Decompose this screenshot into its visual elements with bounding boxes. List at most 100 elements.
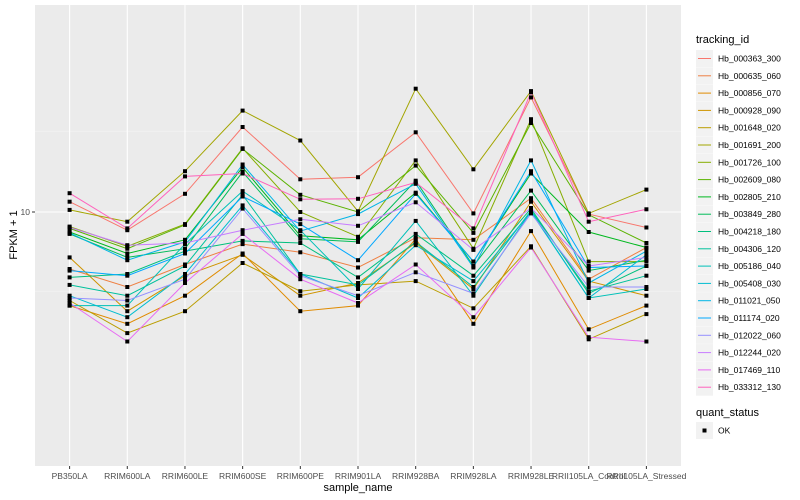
data-point [413, 218, 418, 223]
data-point [586, 289, 591, 294]
legend-label: Hb_002805_210 [718, 192, 781, 202]
data-point [356, 301, 360, 305]
data-point [67, 296, 72, 300]
data-point [471, 226, 476, 231]
series-points [67, 86, 649, 344]
legend-key-point [702, 428, 707, 433]
data-point [183, 249, 187, 254]
data-point [644, 303, 649, 308]
data-point [471, 230, 476, 235]
legend-title-color: tracking_id [696, 34, 749, 46]
legend-label: Hb_004218_180 [718, 227, 781, 237]
data-point [298, 210, 303, 214]
legend-label: Hb_012244_020 [718, 348, 781, 358]
legend-label: Hb_004306_120 [718, 244, 781, 254]
data-point [356, 210, 360, 214]
data-point [471, 211, 476, 216]
data-point [67, 199, 72, 204]
data-point [586, 291, 591, 296]
data-point [183, 272, 187, 276]
data-point [413, 130, 418, 135]
data-point [413, 243, 418, 248]
x-axis-ticks: PB350LA RRIM600LA RRIM600LE RRIM600SE RRIM60… [52, 466, 687, 481]
x-tick-label: PB350LA [52, 471, 88, 481]
data-point [67, 255, 72, 260]
x-tick-label: RRII105LA_Stressed [606, 471, 686, 481]
x-tick-label: RRIM928LA [450, 471, 497, 481]
data-point [183, 281, 187, 285]
data-point [67, 191, 72, 196]
data-point [240, 194, 245, 199]
data-point [471, 265, 476, 270]
data-point [529, 169, 533, 174]
data-point [529, 158, 533, 163]
legend-label: Hb_000928_090 [718, 105, 781, 115]
data-point [471, 273, 476, 278]
data-point [413, 200, 418, 205]
data-point [240, 203, 245, 208]
data-point [183, 277, 187, 282]
data-point [67, 301, 72, 305]
data-point [413, 180, 418, 185]
legend-label: OK [718, 426, 731, 436]
data-point [125, 331, 130, 336]
data-point [298, 277, 303, 282]
data-point [356, 234, 360, 239]
data-point [644, 207, 649, 212]
data-point [240, 108, 245, 113]
x-tick-label: RRIM901LA [335, 471, 382, 481]
data-point [529, 95, 533, 100]
data-point [183, 174, 187, 179]
data-point [125, 219, 130, 224]
x-tick-label: RRIM600LA [104, 471, 151, 481]
data-point [125, 251, 130, 256]
data-point [125, 309, 130, 314]
data-point [644, 249, 649, 254]
data-point [529, 211, 533, 216]
data-point [529, 199, 533, 204]
data-point [240, 231, 245, 236]
data-point [586, 285, 591, 289]
data-point [356, 258, 360, 263]
data-point [586, 219, 591, 224]
legend-label: Hb_033312_130 [718, 382, 781, 392]
data-point [471, 259, 476, 264]
data-point [298, 289, 303, 294]
data-point [471, 167, 476, 172]
data-point [298, 177, 303, 182]
data-point [183, 251, 187, 256]
data-point [298, 138, 303, 143]
data-point [644, 264, 649, 268]
legend-shape-items: OK [696, 422, 731, 439]
data-point [125, 293, 130, 298]
legend-label: Hb_001726_100 [718, 157, 781, 167]
legend-label: Hb_011021_050 [718, 296, 781, 306]
x-tick-label: RRIM600SE [219, 471, 267, 481]
data-point [298, 197, 303, 202]
data-point [471, 279, 476, 284]
data-point [67, 230, 72, 235]
x-tick-label: RRIM600LE [162, 471, 209, 481]
legend-title-shape: quant_status [696, 407, 759, 419]
data-point [183, 246, 187, 251]
x-axis-title: sample_name [323, 482, 392, 494]
data-point [356, 303, 360, 308]
data-point [356, 175, 360, 180]
data-point [413, 163, 418, 168]
data-point [67, 268, 72, 273]
data-point [644, 293, 649, 298]
data-point [586, 337, 591, 342]
data-point [586, 335, 591, 340]
x-tick-label: RRII105LA_Control [552, 471, 626, 481]
data-point [125, 258, 130, 263]
data-point [644, 225, 649, 230]
data-point [183, 293, 187, 298]
data-point [471, 306, 476, 311]
data-point [298, 192, 303, 197]
data-point [67, 298, 72, 303]
data-point [67, 303, 72, 308]
data-point [586, 264, 591, 268]
data-point [356, 275, 360, 280]
legend-label: Hb_000635_060 [718, 71, 781, 81]
